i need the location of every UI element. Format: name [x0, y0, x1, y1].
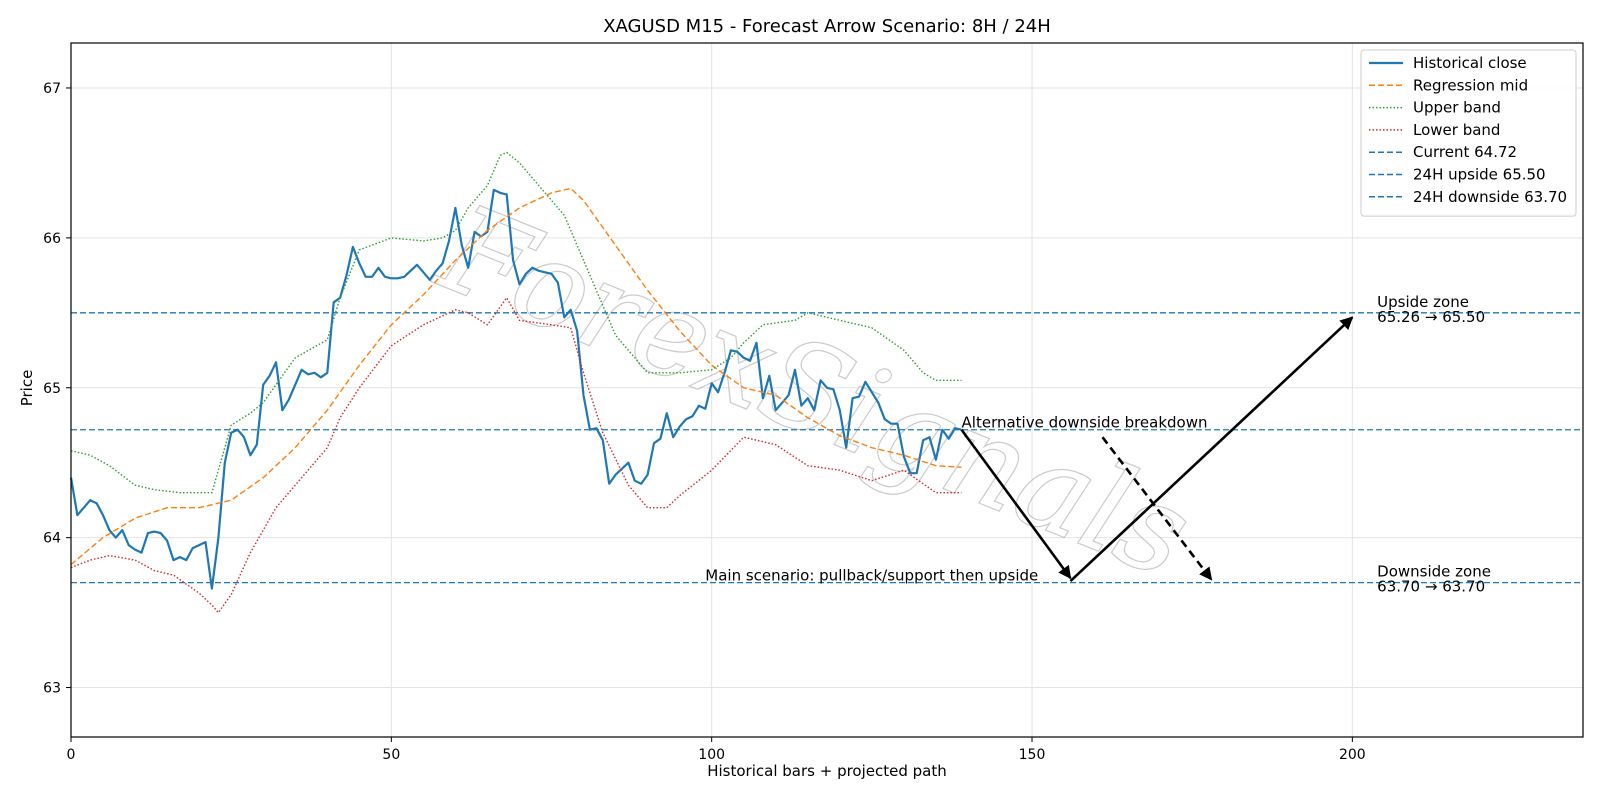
annotations: Alternative downside breakdown Main scena…: [705, 293, 1491, 596]
grid: [70, 43, 1583, 737]
annotation-text: Alternative downside breakdown: [962, 414, 1208, 432]
annotation-text: 63.70 → 63.70: [1377, 578, 1485, 596]
legend-label: Lower band: [1413, 121, 1500, 139]
x-tick-label: 100: [698, 747, 725, 763]
reference-lines: [71, 312, 1583, 584]
watermark-text: ForexSignals: [420, 179, 1208, 605]
annotation-text: Downside zone: [1377, 563, 1491, 581]
x-tick-label: 50: [382, 747, 400, 763]
chart-title: XAGUSD M15 - Forecast Arrow Scenario: 8H…: [603, 16, 1051, 37]
watermark: ForexSignals: [419, 178, 1209, 607]
annotation-text: Upside zone: [1377, 293, 1469, 311]
legend-label: 24H downside 63.70: [1413, 188, 1567, 206]
scenario-arrow: [1069, 316, 1354, 583]
legend-label: Historical close: [1413, 54, 1527, 72]
annotation-text: 65.26 → 65.50: [1377, 308, 1485, 326]
y-tick-label: 67: [43, 81, 61, 97]
y-tick-label: 64: [43, 531, 61, 547]
x-tick-label: 200: [1339, 747, 1366, 763]
scenario-arrows: [960, 316, 1354, 583]
legend-label: 24H upside 65.50: [1413, 166, 1546, 184]
y-tick-label: 66: [43, 231, 61, 247]
y-tick-label: 65: [43, 381, 61, 397]
series-lines: [69, 151, 962, 614]
legend-label: Upper band: [1413, 99, 1501, 117]
series-line: [69, 188, 962, 590]
axis-ticks: 0 50 100 150 200 63 64 65 66 67: [43, 81, 1366, 763]
plot-frame: [70, 42, 1584, 738]
x-tick-label: 0: [67, 747, 76, 763]
legend: Historical close Regression mid Upper band…: [1360, 49, 1577, 217]
x-axis-label: Historical bars + projected path: [707, 762, 947, 780]
legend-box: [1360, 49, 1577, 217]
scenario-arrow: [1101, 436, 1213, 581]
legend-label: Regression mid: [1413, 76, 1528, 94]
y-tick-label: 63: [43, 681, 61, 697]
x-tick-label: 150: [1019, 747, 1046, 763]
annotation-text: Main scenario: pullback/support then ups…: [705, 567, 1038, 585]
series-line: [70, 151, 962, 494]
scenario-arrow: [960, 428, 1072, 580]
series-line: [70, 187, 962, 566]
y-axis-label: Price: [18, 370, 36, 407]
legend-label: Current 64.72: [1413, 143, 1517, 161]
series-line: [70, 297, 962, 614]
